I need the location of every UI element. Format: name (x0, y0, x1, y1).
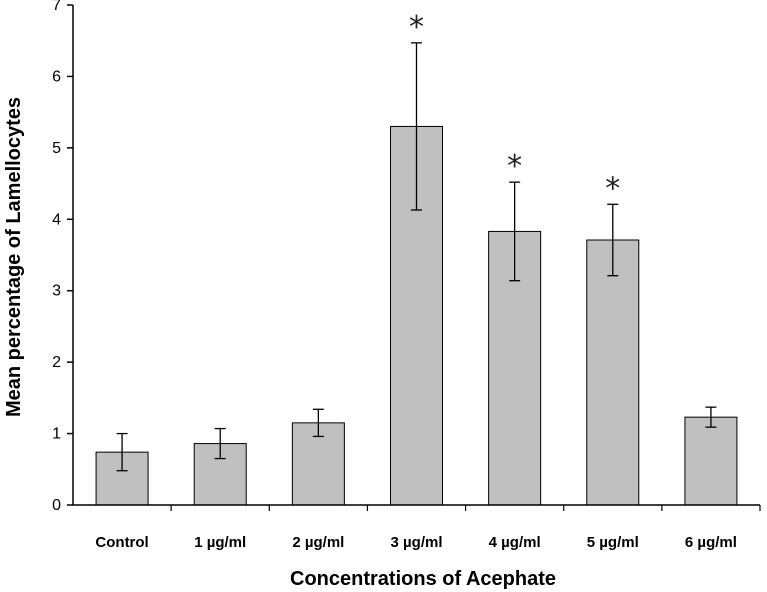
significance-marker: * (605, 171, 620, 206)
x-tick-label: 1 µg/ml (194, 534, 246, 551)
y-tick-label: 7 (52, 0, 61, 14)
x-tick-label: 4 µg/ml (489, 534, 541, 551)
y-tick-label: 3 (52, 283, 61, 300)
y-ticks-layer: 0 1 2 3 4 5 6 7 (52, 0, 73, 514)
axes-layer (72, 5, 760, 506)
y-axis-title: Mean percentage of Lamellocytes (3, 97, 25, 417)
significance-marker: * (507, 149, 522, 184)
y-tick-label: 0 (52, 497, 61, 514)
bar (586, 239, 640, 506)
x-tick-label: Control (95, 534, 148, 551)
x-ticks-layer: Control 1 µg/ml 2 µg/ml 3 µg/ml 4 µg/ml 5 µg/… (95, 505, 761, 551)
x-tick-label: 3 µg/ml (391, 534, 443, 551)
x-tick-label: 5 µg/ml (587, 534, 639, 551)
y-tick-label: 4 (52, 211, 61, 228)
error-bars-layer (116, 42, 717, 472)
x-axis-title: Concentrations of Acephate (290, 568, 556, 590)
bar (684, 416, 738, 506)
y-tick-label: 2 (52, 354, 61, 371)
y-tick-label: 5 (52, 140, 61, 157)
bars-layer (95, 125, 738, 506)
y-tick-label: 1 (52, 426, 61, 443)
x-tick-label: 2 µg/ml (292, 534, 344, 551)
significance-markers-layer: * * * (409, 10, 620, 206)
y-tick-label: 6 (52, 68, 61, 85)
x-tick-label: 6 µg/ml (685, 534, 737, 551)
significance-marker: * (409, 10, 424, 45)
